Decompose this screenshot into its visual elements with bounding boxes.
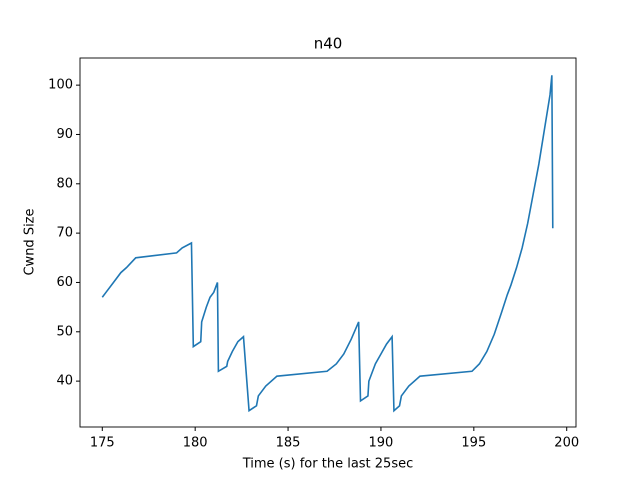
y-tick-label: 60 xyxy=(56,275,73,290)
x-tick-label: 195 xyxy=(461,436,486,451)
y-tick-label: 100 xyxy=(48,78,73,93)
y-tick-label: 50 xyxy=(56,324,73,339)
x-tick-label: 180 xyxy=(183,436,208,451)
y-tick-label: 80 xyxy=(56,176,73,191)
plot-frame xyxy=(79,57,577,428)
x-tick-label: 175 xyxy=(90,436,115,451)
data-line xyxy=(101,75,554,413)
x-tick-label: 185 xyxy=(276,436,301,451)
y-axis-label: Cwnd Size xyxy=(23,208,38,275)
y-tick-label: 70 xyxy=(56,226,73,241)
x-tick-label: 190 xyxy=(369,436,394,451)
y-tick-label: 90 xyxy=(56,127,73,142)
x-axis-label: Time (s) for the last 25sec xyxy=(242,457,414,472)
y-tick-label: 40 xyxy=(56,374,73,389)
chart-title: n40 xyxy=(314,35,343,53)
x-tick-label: 200 xyxy=(554,436,579,451)
